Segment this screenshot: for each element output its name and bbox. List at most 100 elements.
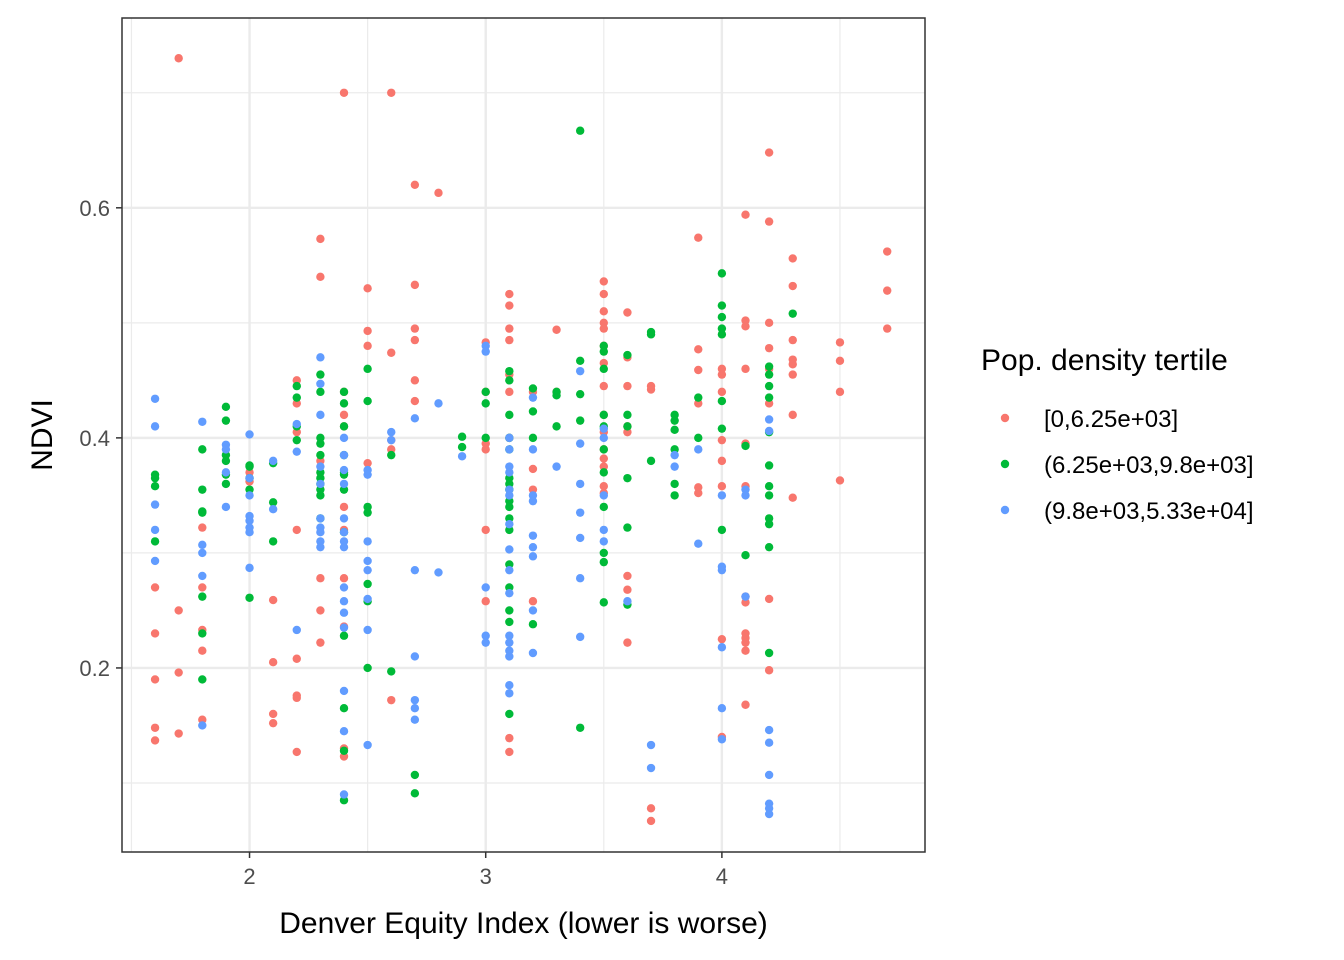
data-point-series-3: [339, 623, 349, 632]
data-point-series-2: [528, 384, 538, 393]
data-point-series-1: [741, 210, 750, 219]
data-point-series-2: [505, 560, 514, 569]
data-point-series-1: [741, 322, 750, 331]
data-point-series-2: [552, 422, 561, 431]
data-point-series-1: [764, 666, 774, 675]
data-point-series-3: [505, 689, 514, 698]
data-point-series-3: [316, 542, 325, 552]
data-point-series-3: [339, 433, 349, 443]
data-point-series-1: [883, 247, 892, 256]
data-point-series-2: [316, 485, 325, 494]
data-point-series-3: [599, 424, 608, 433]
data-point-series-2: [410, 789, 420, 798]
data-point-series-2: [505, 514, 514, 523]
data-point-series-2: [505, 606, 514, 615]
data-point-series-1: [410, 376, 420, 385]
data-point-series-3: [575, 574, 585, 583]
data-point-series-3: [316, 528, 325, 537]
data-point-series-1: [268, 718, 278, 728]
data-point-series-1: [623, 571, 632, 581]
data-point-series-3: [528, 542, 538, 552]
data-point-series-2: [623, 350, 632, 360]
data-point-series-3: [339, 686, 349, 696]
data-point-series-1: [694, 399, 703, 408]
data-point-series-3: [410, 565, 420, 575]
data-point-series-3: [221, 468, 231, 477]
legend-title: Pop. density tertile: [981, 344, 1228, 377]
x-tick-label: 4: [716, 864, 728, 889]
data-point-series-2: [623, 422, 632, 431]
data-point-series-1: [410, 280, 420, 290]
data-point-series-1: [694, 233, 703, 242]
y-tick-label: 0.2: [79, 656, 110, 681]
data-point-series-3: [646, 740, 656, 750]
data-point-series-3: [339, 450, 349, 460]
data-point-series-1: [764, 594, 774, 604]
data-point-series-3: [505, 631, 514, 640]
data-point-series-2: [599, 364, 608, 374]
data-point-series-1: [363, 458, 372, 468]
data-point-series-1: [764, 217, 774, 226]
data-point-series-2: [387, 450, 396, 460]
data-point-series-1: [150, 629, 160, 638]
data-point-series-1: [552, 325, 561, 334]
data-point-series-3: [481, 347, 490, 356]
data-point-series-3: [505, 681, 514, 690]
data-point-series-3: [339, 528, 349, 537]
data-point-series-1: [505, 335, 514, 345]
data-point-series-1: [198, 583, 207, 592]
data-point-series-3: [694, 445, 703, 454]
data-point-series-3: [198, 548, 207, 558]
data-point-series-3: [457, 452, 467, 461]
data-point-series-2: [316, 387, 325, 397]
data-point-series-1: [410, 396, 420, 406]
x-axis: 2 3 4: [243, 852, 728, 889]
data-point-series-3: [198, 417, 207, 426]
data-point-series-1: [174, 668, 183, 677]
data-point-series-1: [528, 464, 538, 474]
data-point-series-3: [268, 504, 278, 514]
data-point-series-1: [292, 654, 301, 663]
data-point-series-2: [670, 445, 679, 454]
data-point-series-2: [717, 269, 727, 278]
data-point-series-2: [717, 424, 727, 433]
data-point-series-3: [221, 445, 231, 454]
data-point-series-1: [339, 502, 349, 512]
data-point-series-3: [599, 537, 608, 546]
data-point-series-2: [198, 629, 207, 638]
data-points: [150, 54, 892, 826]
data-point-series-1: [481, 445, 490, 454]
data-point-series-3: [410, 715, 420, 724]
data-point-series-3: [599, 525, 608, 535]
data-point-series-3: [528, 606, 538, 615]
data-point-series-3: [764, 809, 774, 819]
data-point-series-2: [316, 468, 325, 477]
data-point-series-1: [694, 365, 703, 375]
data-point-series-1: [717, 456, 727, 466]
data-point-series-2: [363, 364, 372, 374]
data-point-series-3: [528, 496, 538, 506]
data-point-series-1: [717, 364, 727, 374]
data-point-series-2: [363, 396, 372, 406]
data-point-series-2: [528, 433, 538, 443]
data-point-series-1: [174, 606, 183, 615]
data-point-series-1: [835, 356, 845, 366]
data-point-series-2: [221, 456, 231, 466]
data-point-series-2: [481, 387, 490, 397]
data-point-series-2: [741, 441, 750, 451]
data-point-series-3: [339, 597, 349, 606]
data-point-series-3: [505, 445, 514, 454]
data-point-series-2: [764, 393, 774, 402]
data-point-series-3: [410, 695, 420, 705]
legend-label-series-1: [0,6.25e+03]: [1044, 406, 1178, 433]
data-point-series-3: [339, 465, 349, 475]
data-point-series-3: [764, 738, 774, 747]
data-point-series-1: [505, 747, 514, 757]
data-point-series-1: [599, 381, 608, 391]
data-point-series-2: [221, 416, 231, 425]
data-point-series-3: [316, 514, 325, 523]
data-point-series-3: [764, 415, 774, 424]
data-point-series-1: [835, 338, 845, 347]
legend-key-series-2: [1000, 459, 1010, 469]
y-tick-label: 0.4: [79, 426, 110, 451]
